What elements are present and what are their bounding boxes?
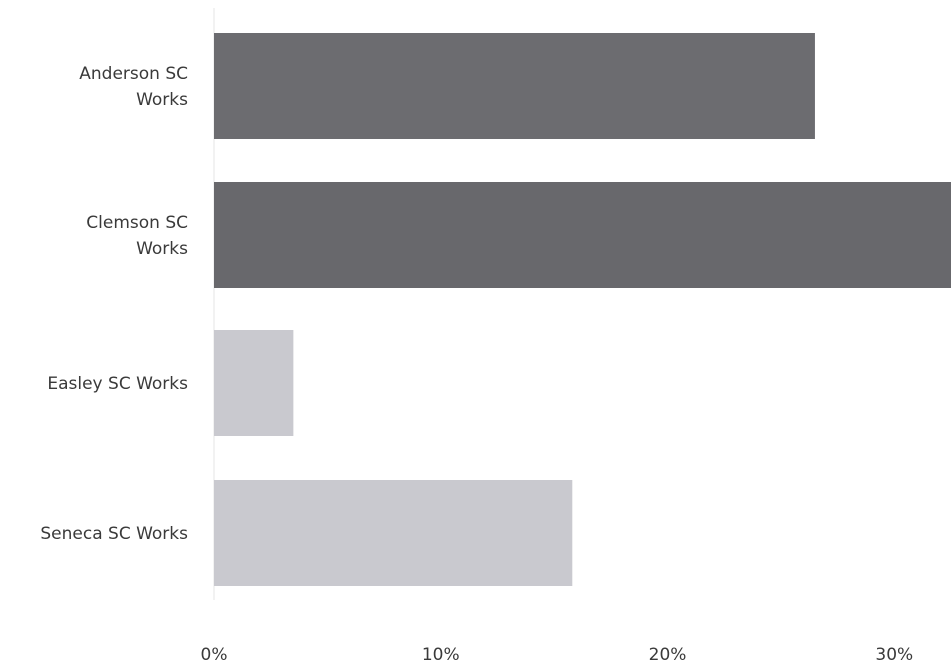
category-label-seneca-sc-works: Seneca SC Works	[40, 524, 188, 544]
bar-easley-sc-works	[214, 330, 294, 436]
bar-seneca-sc-works	[214, 480, 573, 586]
category-label-line: Clemson SC	[86, 213, 188, 233]
category-label-anderson-sc-works: Anderson SC Works	[79, 64, 188, 110]
category-label-line: Works	[136, 239, 188, 259]
category-labels-group: Anderson SC Works Clemson SC Works Easley SC…	[40, 64, 188, 544]
category-label-line: Easley SC Works	[47, 374, 188, 394]
category-label-line: Works	[136, 90, 188, 110]
bar-clemson-sc-works	[214, 182, 951, 288]
category-label-line: Anderson SC	[79, 64, 188, 84]
category-label-line: Seneca SC Works	[40, 524, 188, 544]
x-tick-label: 20%	[649, 645, 687, 665]
x-tick-labels-group: 0% 10% 20% 30%	[201, 645, 914, 665]
x-tick-label: 10%	[422, 645, 460, 665]
x-tick-label: 30%	[875, 645, 913, 665]
x-tick-label: 0%	[201, 645, 228, 665]
bar-anderson-sc-works	[214, 33, 815, 139]
bars-group	[214, 33, 951, 586]
category-label-clemson-sc-works: Clemson SC Works	[86, 213, 188, 259]
category-label-easley-sc-works: Easley SC Works	[47, 374, 188, 394]
